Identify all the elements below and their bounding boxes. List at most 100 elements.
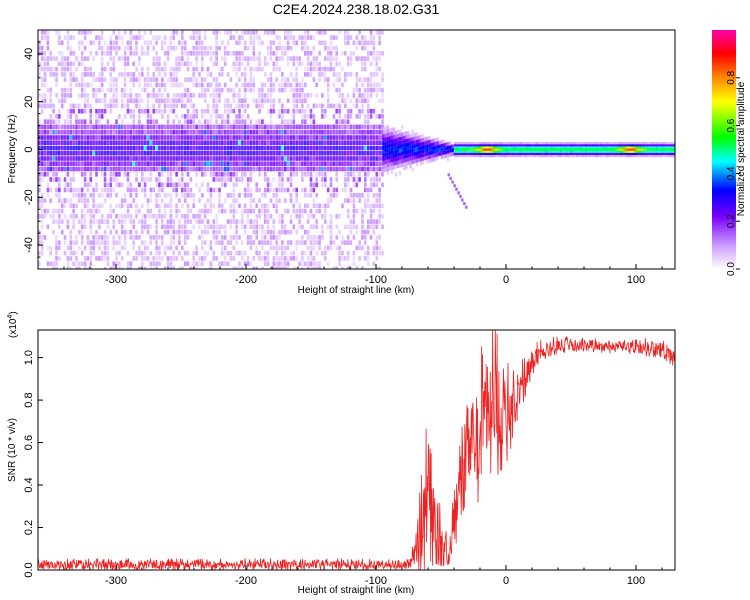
spectrogram-cell — [399, 148, 402, 153]
spectrogram-cell — [86, 256, 90, 261]
spectrogram-cell — [183, 161, 187, 166]
spectrogram-cell — [295, 187, 298, 193]
spectrogram-cell — [55, 235, 58, 240]
spectrogram-cell — [129, 266, 133, 269]
spectrogram-cell — [218, 150, 221, 156]
spectrogram-cell — [123, 72, 127, 77]
spectrogram-cell — [472, 152, 475, 155]
spectrogram-cell — [346, 266, 350, 269]
spectrogram-cell — [232, 203, 236, 209]
spectrogram-cell — [451, 152, 454, 157]
spectrogram-cell — [315, 250, 318, 256]
spectrogram-cell — [315, 129, 318, 135]
spectrogram-cell — [203, 140, 207, 145]
spectrogram-cell — [246, 182, 250, 188]
spectrogram-cell — [55, 172, 58, 177]
spectrogram-cell — [535, 154, 538, 158]
spectrogram-cell — [198, 198, 201, 203]
spectrogram-cell — [235, 229, 238, 235]
spectrogram-cell — [226, 108, 230, 114]
spectrogram-cell — [585, 146, 587, 149]
spectrogram-cell — [89, 240, 93, 245]
spectrogram-cell — [417, 154, 421, 159]
spectrogram-cell — [272, 229, 276, 235]
spectrogram-cell — [63, 61, 67, 67]
spectrogram-cell — [198, 72, 201, 77]
spectrogram-cell — [92, 214, 95, 219]
spectrogram-cell — [126, 140, 130, 145]
spectrogram-cell — [255, 56, 258, 61]
spectrogram-cell — [301, 240, 304, 245]
spectrogram-cell — [315, 172, 318, 177]
colorbar-tick-label: 0.2 — [726, 214, 737, 228]
spectrogram-cell — [183, 51, 187, 56]
spectrogram-cell — [229, 129, 233, 135]
spectrogram-cell — [138, 166, 141, 172]
spectrogram-cell — [428, 147, 431, 152]
spectrogram-cell — [619, 154, 622, 158]
spectrogram-cell — [358, 193, 361, 198]
spectrogram-cell — [335, 235, 338, 240]
spectrogram-cell — [301, 177, 304, 182]
spectrogram-cell — [135, 229, 138, 235]
spectrogram-cell — [411, 167, 414, 172]
spectrogram-cell — [361, 150, 364, 156]
spectrogram-cell — [625, 146, 628, 149]
spectrogram-cell — [138, 35, 141, 40]
spectrogram-cell — [315, 193, 318, 198]
spectrogram-cell — [66, 156, 70, 161]
spectrogram-cell — [198, 35, 201, 40]
spectrogram-cell — [324, 129, 327, 135]
spectrogram-cell — [123, 61, 127, 67]
spectrogram-cell — [40, 124, 44, 130]
spectrogram-cell — [574, 148, 577, 151]
spectrogram-cell — [329, 129, 333, 135]
spectrogram-cell — [372, 35, 376, 40]
spectrogram-cell — [166, 261, 170, 266]
spectrogram-cell — [149, 250, 153, 256]
spectrogram-cell — [118, 72, 121, 77]
spectrogram-cell — [183, 198, 187, 203]
spectrogram-cell — [89, 245, 93, 251]
spectrogram-cell — [261, 129, 264, 135]
spectrogram-cell — [570, 154, 573, 158]
spectrogram-cell — [243, 261, 247, 266]
spectrogram-cell — [163, 166, 167, 172]
spectrogram-cell — [138, 245, 141, 251]
spectrogram-cell — [186, 161, 190, 166]
spectrogram-cell — [166, 135, 170, 140]
spectrogram-cell — [382, 149, 385, 154]
spectrogram-cell — [109, 82, 113, 88]
spectrogram-cell — [637, 146, 640, 149]
spectrogram-cell — [40, 240, 44, 245]
spectrogram-cell — [149, 193, 153, 198]
spectrogram-cell — [38, 40, 41, 46]
spectrogram-cell — [338, 124, 341, 130]
spectrogram-cell — [372, 72, 376, 77]
spectrogram-cell — [612, 146, 615, 149]
spectrogram-cell — [275, 77, 278, 82]
spectrogram-cell — [499, 142, 502, 145]
spectrogram-cell — [178, 93, 181, 98]
spectrogram-cell — [335, 245, 338, 251]
spectrogram-cell — [143, 177, 147, 182]
spectrogram-cell — [118, 30, 121, 35]
spectrogram-cell — [454, 142, 456, 145]
spectrogram-cell — [192, 72, 195, 77]
spectrogram-cell — [530, 146, 533, 149]
spectrogram-cell — [324, 56, 327, 61]
spectrogram-cell — [78, 93, 81, 98]
spectrogram-cell — [341, 119, 344, 124]
spectrogram-cell — [341, 203, 344, 209]
spectrogram-cell — [585, 144, 587, 147]
spectrogram-cell — [286, 166, 290, 172]
spectrogram-cell — [206, 51, 210, 56]
spectrogram-cell — [397, 141, 400, 146]
spectrogram-cell — [570, 144, 573, 147]
spectrogram-cell — [508, 152, 511, 155]
spectrogram-cell — [570, 146, 573, 149]
spectrogram-cell — [495, 152, 498, 155]
spectrogram-cell — [528, 148, 531, 151]
spectrogram-cell — [86, 124, 90, 130]
spectrogram-cell — [75, 166, 78, 172]
